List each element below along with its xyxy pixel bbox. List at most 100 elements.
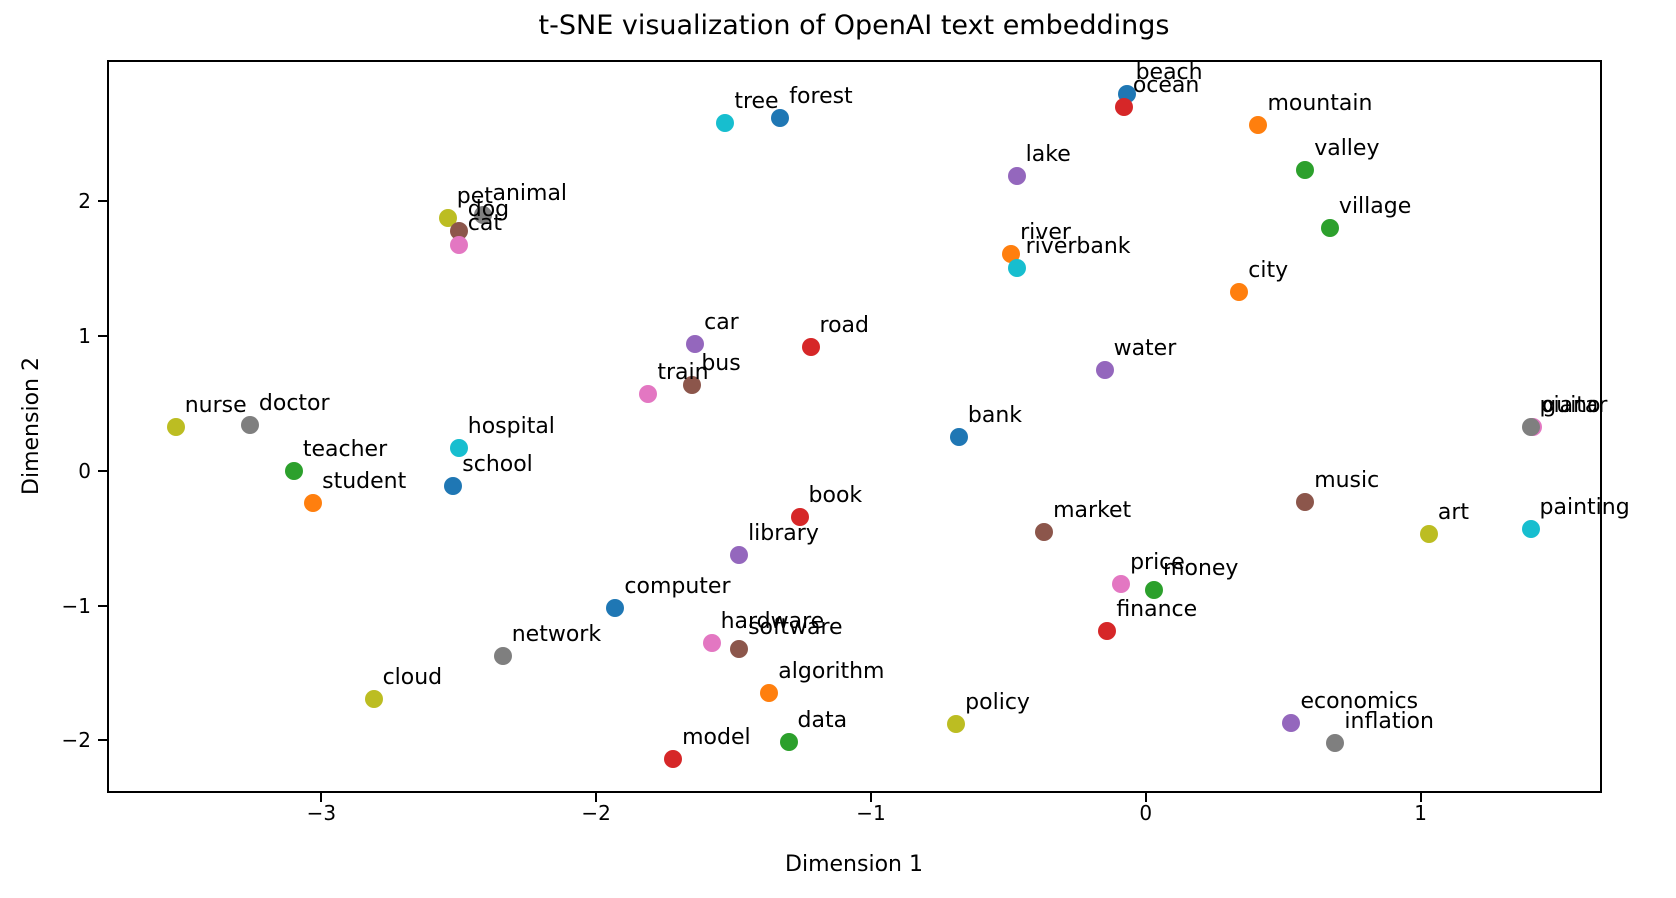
data-point-policy: [947, 715, 966, 734]
data-point-forest: [771, 108, 790, 127]
data-point-bank: [949, 428, 968, 447]
data-point-music: [1296, 492, 1315, 511]
point-label-algorithm: algorithm: [778, 659, 885, 685]
point-label-price: price: [1130, 550, 1185, 576]
x-tick-label: −3: [306, 801, 337, 825]
x-tick-label: −1: [856, 801, 886, 825]
data-point-nurse: [166, 417, 185, 436]
data-point-painting: [1521, 519, 1540, 538]
data-point-art: [1419, 525, 1438, 544]
x-tick-label: 0: [1139, 801, 1153, 825]
data-point-teacher: [284, 461, 303, 480]
point-label-software: software: [748, 614, 843, 640]
point-label-network: network: [511, 621, 602, 647]
y-tick-mark: [98, 739, 107, 742]
data-point-economics: [1282, 713, 1301, 732]
data-point-cloud: [364, 689, 383, 708]
point-label-data: data: [797, 707, 848, 733]
data-point-student: [304, 494, 323, 513]
data-point-bus: [683, 375, 702, 394]
x-tick-mark: [320, 793, 323, 802]
point-label-lake: lake: [1025, 141, 1071, 167]
data-point-doctor: [240, 416, 259, 435]
point-label-computer: computer: [624, 574, 731, 600]
data-point-water: [1095, 360, 1114, 379]
point-label-city: city: [1248, 257, 1289, 283]
data-point-money: [1145, 580, 1164, 599]
data-point-algorithm: [760, 684, 779, 703]
point-label-riverbank: riverbank: [1025, 233, 1131, 259]
point-label-inflation: inflation: [1344, 709, 1434, 735]
data-point-finance: [1098, 622, 1117, 641]
data-point-pet: [438, 208, 457, 227]
y-tick-mark: [98, 604, 107, 607]
data-point-market: [1035, 522, 1054, 541]
point-label-dog: dog: [467, 197, 510, 223]
data-point-library: [730, 545, 749, 564]
data-point-hospital: [449, 439, 468, 458]
y-tick-mark: [98, 335, 107, 338]
data-point-cat: [449, 235, 468, 254]
data-point-road: [801, 338, 820, 356]
data-point-mountain: [1249, 115, 1268, 134]
point-label-village: village: [1338, 194, 1412, 220]
y-tick-label: −1: [61, 593, 91, 618]
data-point-village: [1320, 219, 1339, 238]
point-label-student: student: [322, 469, 407, 495]
point-label-tree: tree: [734, 89, 779, 115]
point-label-art: art: [1437, 500, 1470, 526]
point-label-guitar: guitar: [1542, 392, 1608, 418]
y-tick-label: 0: [78, 458, 91, 483]
point-label-economics: economics: [1300, 688, 1419, 714]
data-point-car: [686, 335, 705, 354]
point-label-piano: piano: [1539, 392, 1601, 418]
point-label-bank: bank: [967, 403, 1023, 429]
data-point-train: [639, 385, 658, 404]
data-point-tree: [716, 114, 735, 133]
data-point-city: [1230, 282, 1249, 301]
x-tick-label: −2: [581, 801, 611, 825]
point-label-car: car: [704, 310, 739, 336]
data-point-price: [1112, 575, 1131, 594]
data-point-riverbank: [1007, 258, 1026, 277]
x-tick-mark: [595, 793, 598, 802]
data-point-inflation: [1326, 734, 1345, 753]
y-tick-mark: [98, 469, 107, 472]
x-tick-mark: [1419, 793, 1422, 802]
point-label-hardware: hardware: [720, 609, 825, 635]
point-label-valley: valley: [1314, 136, 1380, 162]
x-axis-title: Dimension 1: [785, 852, 923, 877]
data-point-piano: [1521, 417, 1540, 436]
point-label-animal: animal: [492, 180, 568, 206]
point-label-book: book: [808, 482, 863, 508]
x-tick-mark: [1144, 793, 1147, 802]
point-label-cat: cat: [467, 210, 502, 236]
y-tick-label: −2: [61, 728, 91, 753]
point-label-finance: finance: [1116, 597, 1198, 623]
data-point-dog: [449, 222, 468, 241]
point-label-teacher: teacher: [302, 436, 388, 462]
x-tick-label: 1: [1414, 801, 1427, 825]
point-label-policy: policy: [965, 690, 1030, 716]
x-tick-mark: [869, 793, 872, 802]
data-point-valley: [1296, 161, 1315, 180]
point-label-doctor: doctor: [258, 391, 330, 417]
point-label-forest: forest: [789, 83, 853, 109]
point-label-library: library: [748, 520, 819, 546]
y-tick-label: 2: [78, 189, 91, 214]
point-label-model: model: [682, 725, 751, 751]
data-point-hardware: [702, 634, 721, 653]
y-tick-label: 1: [78, 324, 91, 349]
point-label-mountain: mountain: [1267, 90, 1373, 116]
data-point-network: [493, 646, 512, 665]
point-label-ocean: ocean: [1132, 73, 1200, 99]
data-point-book: [790, 507, 809, 526]
point-label-train: train: [657, 360, 709, 386]
point-label-bus: bus: [701, 350, 741, 376]
point-label-market: market: [1053, 497, 1132, 523]
data-point-animal: [474, 205, 493, 224]
point-label-school: school: [462, 451, 533, 477]
data-point-computer: [606, 599, 625, 618]
data-point-model: [664, 750, 683, 769]
